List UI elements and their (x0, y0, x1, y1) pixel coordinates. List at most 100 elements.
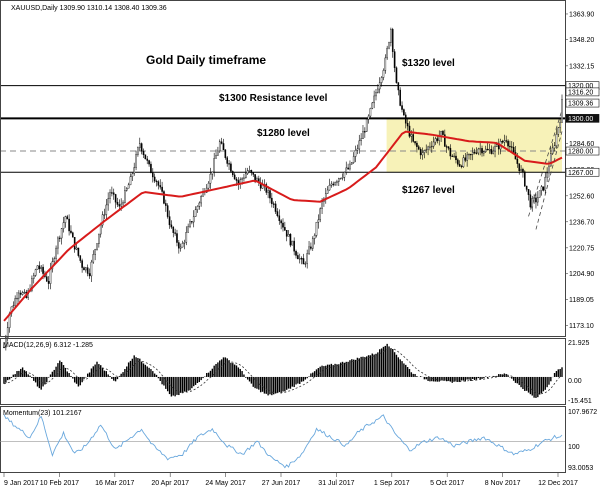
candle-body (547, 173, 548, 177)
candle-body (186, 232, 187, 242)
candle-body (476, 153, 477, 154)
macd-bar (189, 377, 190, 390)
macd-bar (258, 377, 259, 390)
macd-bar (266, 377, 267, 394)
candle-body (509, 146, 510, 147)
macd-bar (275, 377, 276, 394)
candle-body (383, 70, 384, 77)
macd-bar (336, 364, 337, 377)
macd-bar (234, 365, 235, 377)
macd-bar (5, 377, 6, 383)
candle-body (277, 212, 278, 216)
macd-bar (351, 359, 352, 377)
macd-bar (346, 362, 347, 377)
candle-body (227, 158, 228, 164)
candle-body (54, 259, 55, 262)
macd-bar (487, 377, 488, 378)
macd-bar (532, 377, 533, 396)
candle-body (208, 183, 209, 188)
candle-body (82, 261, 83, 268)
candle-body (35, 270, 36, 276)
candle-body (106, 205, 107, 215)
candle-body (215, 155, 216, 158)
macd-bar (506, 374, 507, 377)
candle-body (372, 103, 373, 109)
candle-body (150, 164, 151, 173)
candle-body (115, 194, 116, 202)
candle-body (472, 152, 473, 154)
macd-bar (148, 368, 149, 377)
macd-bar (282, 377, 283, 392)
macd-bar (48, 377, 49, 378)
macd-bar (65, 368, 66, 377)
candle-body (223, 143, 224, 149)
macd-bar (254, 377, 255, 388)
candle-body (522, 169, 523, 172)
macd-bar (16, 371, 17, 377)
macd-bar (14, 374, 15, 377)
macd-bar (238, 367, 239, 376)
date-tick-label: 5 Oct 2017 (430, 480, 464, 487)
macd-bar (325, 366, 326, 377)
candle-body (308, 247, 309, 254)
macd-bar (39, 377, 40, 388)
macd-bar (364, 357, 365, 377)
macd-bar (318, 368, 319, 377)
macd-bar (455, 377, 456, 381)
macd-bar (141, 362, 142, 377)
macd-bar (124, 369, 125, 377)
macd-bar (158, 377, 159, 378)
macd-bar (117, 377, 118, 379)
macd-bar (120, 374, 121, 377)
price-tick-label: 1189.05 (569, 297, 594, 304)
macd-bar (375, 354, 376, 377)
macd-bar (160, 377, 161, 381)
candle-body (255, 174, 256, 180)
candle-body (426, 150, 427, 151)
price-tick-label: 1173.10 (569, 323, 594, 330)
macd-bar (299, 377, 300, 384)
macd-bar (29, 376, 30, 377)
candle-body (232, 171, 233, 174)
candle-body (478, 149, 479, 153)
date-tick-label: 16 Mar 2017 (95, 480, 134, 487)
macd-bar (154, 374, 155, 377)
candle-body (282, 223, 283, 227)
candle-body (178, 243, 179, 249)
candle-body (429, 147, 430, 148)
macd-bar (492, 376, 493, 377)
macd-bar (414, 374, 415, 377)
candle-body (526, 186, 527, 189)
macd-label: MACD(12,26,9) 6.312 -1.285 (3, 342, 93, 349)
macd-axis-top: 21.925 (568, 340, 590, 347)
candle-body (511, 147, 512, 148)
candle-body (70, 231, 71, 233)
macd-bar (76, 377, 77, 384)
macd-bar (398, 357, 399, 377)
macd-bar (137, 358, 138, 377)
macd-bar (106, 371, 107, 377)
candle-body (108, 199, 109, 205)
macd-bar (446, 377, 447, 381)
candle-body (59, 238, 60, 239)
candle-body (286, 230, 287, 236)
macd-bar (403, 363, 404, 376)
macd-bar (80, 377, 81, 385)
price-tag-t1267: 1267.00 (568, 170, 593, 177)
macd-bar (519, 377, 520, 385)
macd-bar (559, 369, 560, 377)
candle-body (403, 110, 404, 115)
macd-bar (271, 377, 272, 395)
candle-body (385, 58, 386, 71)
candle-body (197, 206, 198, 209)
macd-bar (372, 354, 373, 377)
macd-bar (236, 365, 237, 377)
candle-body (122, 203, 123, 204)
candle-body (158, 182, 159, 186)
candle-body (344, 172, 345, 177)
macd-bar (241, 371, 242, 377)
macd-bar (450, 377, 451, 382)
candle-body (331, 184, 332, 185)
